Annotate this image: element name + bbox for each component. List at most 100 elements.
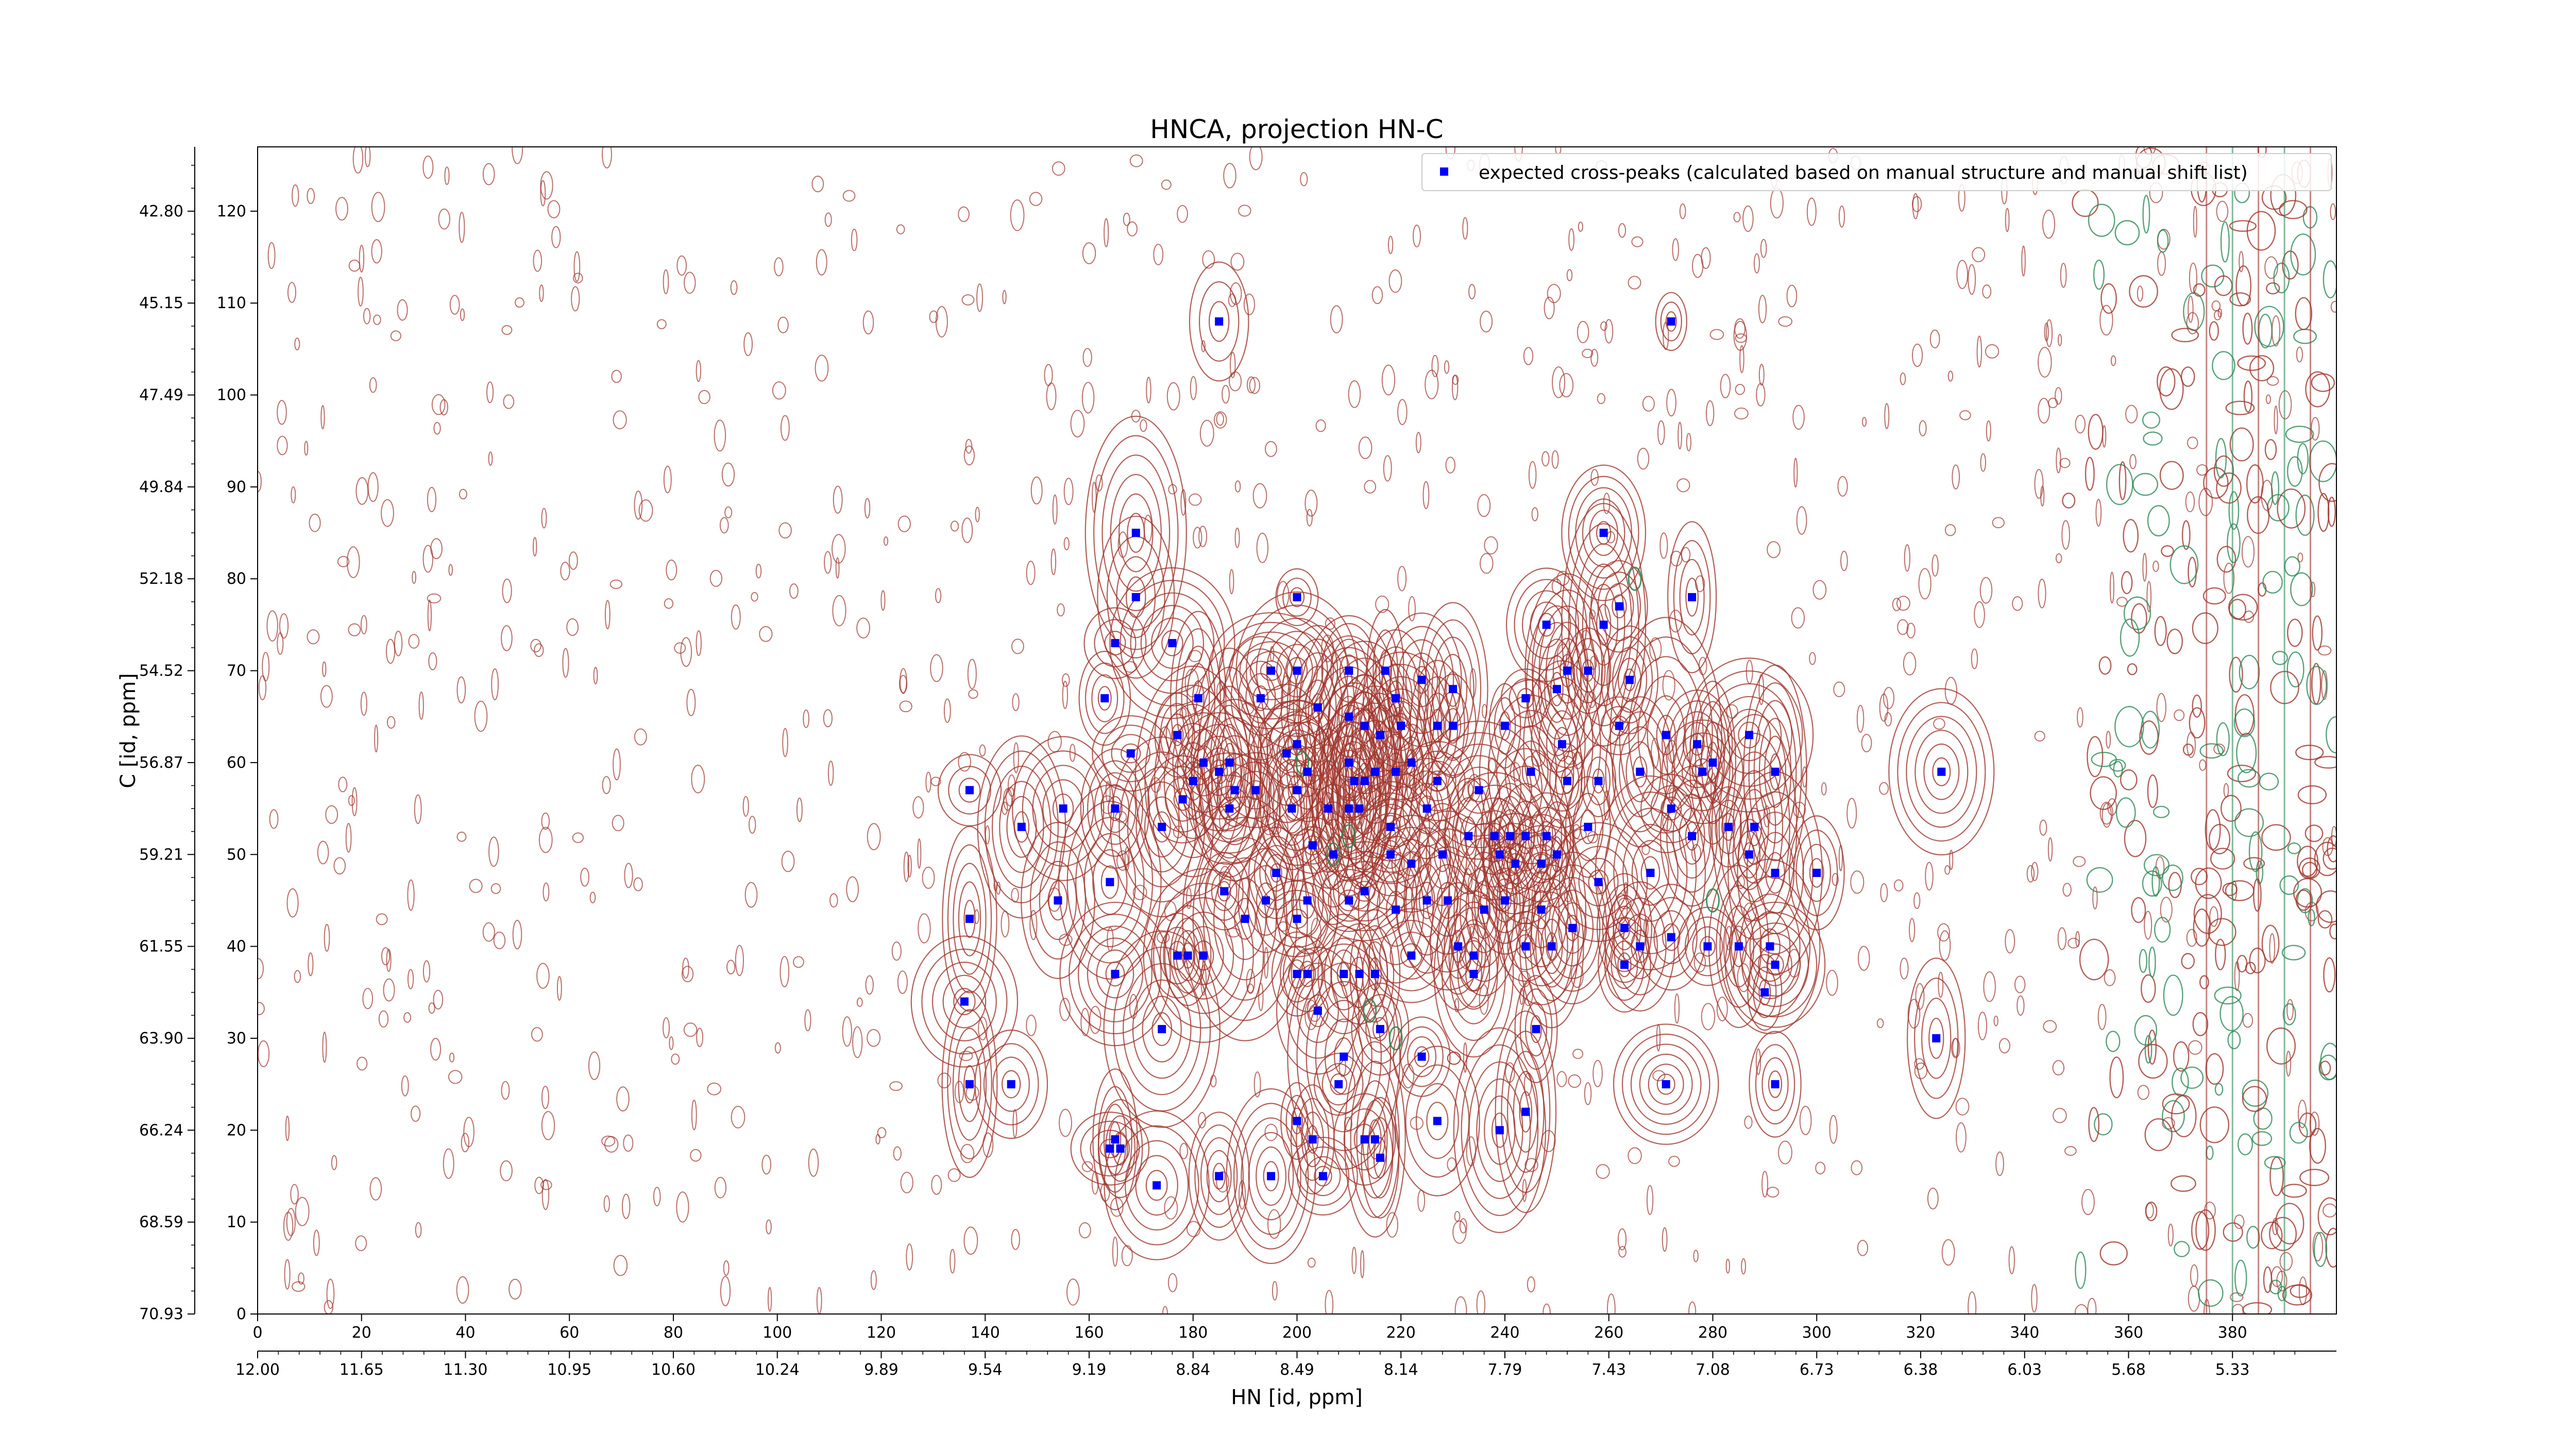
ridge-contour	[2234, 1259, 2247, 1296]
noise-contour	[1476, 1290, 1486, 1314]
noise-contour	[1951, 1038, 1960, 1058]
noise-contour	[1386, 1212, 1399, 1238]
noise-contour	[1011, 638, 1024, 654]
peak-contour	[931, 962, 997, 1041]
peak-contour	[1578, 857, 1619, 906]
noise-contour	[1998, 1038, 2010, 1054]
noise-contour	[1900, 372, 1906, 385]
noise-contour	[1026, 1015, 1037, 1036]
noise-contour	[283, 1211, 294, 1241]
noise-contour	[1026, 561, 1036, 585]
peak-contour	[1135, 1155, 1178, 1216]
noise-contour	[1919, 420, 1927, 436]
noise-contour	[1046, 382, 1057, 411]
peak-contour	[1540, 918, 1563, 974]
secondary-x-tick-label: 11.30	[444, 1361, 488, 1379]
noise-contour	[1995, 1151, 2004, 1176]
ridge-contour	[2147, 1029, 2157, 1065]
peak-contour	[1914, 730, 1969, 814]
noise-contour	[541, 1085, 550, 1109]
noise-contour	[2045, 319, 2053, 347]
peak-contour	[1075, 817, 1145, 948]
ridge-contour	[2182, 744, 2194, 756]
noise-contour	[1463, 1042, 1467, 1073]
cross-peak-marker	[1183, 951, 1192, 960]
peak-contour	[1436, 898, 1480, 995]
noise-contour	[1979, 577, 1993, 604]
noise-contour	[309, 513, 321, 532]
peak-contour	[1660, 301, 1682, 342]
peak-contour	[1118, 493, 1154, 572]
peak-contour	[1550, 671, 1564, 706]
noise-contour	[1618, 1246, 1626, 1258]
ridge-contour	[2245, 962, 2256, 974]
peak-contour	[1248, 1132, 1294, 1221]
noise-contour	[1944, 524, 1956, 536]
noise-contour	[1124, 846, 1130, 871]
noise-contour	[1691, 844, 1701, 862]
noise-contour	[456, 1276, 469, 1304]
noise-contour	[403, 1012, 412, 1023]
noise-contour	[1662, 814, 1672, 831]
ridge-contour	[2293, 878, 2322, 908]
peak-contour	[1433, 890, 1514, 1058]
peak-contour	[983, 1043, 1039, 1125]
noise-contour	[931, 1175, 942, 1195]
peak-contour	[1538, 638, 1576, 740]
ridge-contour	[2154, 616, 2167, 646]
noise-contour	[448, 1070, 463, 1084]
peak-contour	[1372, 1017, 1388, 1041]
noise-contour	[1116, 850, 1129, 871]
cross-peak-marker	[1568, 923, 1577, 932]
noise-contour	[1787, 949, 1801, 978]
noise-contour	[1063, 478, 1074, 506]
cross-peak-marker	[1620, 923, 1629, 932]
noise-contour	[979, 744, 986, 757]
noise-contour	[335, 197, 348, 221]
noise-contour	[1166, 382, 1180, 411]
noise-contour	[1949, 849, 1954, 870]
noise-contour	[1238, 1180, 1246, 1210]
peak-contour	[921, 948, 1008, 1055]
noise-contour	[1628, 1147, 1642, 1165]
noise-contour	[1603, 492, 1611, 514]
peak-contour	[1471, 880, 1497, 939]
noise-contour	[1278, 921, 1289, 932]
noise-contour	[287, 282, 297, 303]
noise-contour	[1572, 1049, 1584, 1059]
ridge-contour	[2304, 824, 2324, 843]
noise-contour	[374, 724, 379, 753]
noise-contour	[279, 613, 289, 639]
peak-contour	[1448, 901, 1499, 1010]
peak-contour	[958, 1046, 981, 1122]
y-tick-label: 110	[217, 294, 246, 312]
noise-contour	[1669, 787, 1676, 802]
noise-contour	[534, 1176, 544, 1194]
ridge-contour	[2290, 572, 2313, 606]
noise-contour	[674, 642, 686, 654]
ridge-contour	[2143, 854, 2170, 877]
noise-contour	[294, 338, 300, 350]
noise-contour	[961, 294, 975, 306]
x-axis-ticks: 0 20 40 60 80 100 120 140 160 180 200 220 240 260 280 3…	[252, 1314, 2247, 1342]
noise-contour	[963, 445, 975, 466]
ridge-contour	[2311, 373, 2335, 392]
x-tick-label: 340	[2010, 1324, 2039, 1342]
noise-contour	[486, 381, 494, 403]
ridge-contour	[2154, 917, 2171, 943]
ridge-contour	[2281, 1184, 2307, 1198]
peak-contour	[1679, 559, 1705, 636]
peak-contour	[1473, 846, 1536, 955]
cross-peak-marker	[1345, 896, 1353, 905]
noise-contour	[1628, 276, 1641, 290]
peak-contour	[1719, 858, 1821, 1034]
noise-contour	[443, 1148, 454, 1179]
cross-peak-marker	[1537, 860, 1546, 868]
secondary-x-tick-label: 8.84	[1176, 1361, 1210, 1379]
cross-peak-marker	[1506, 832, 1515, 840]
noise-contour	[1186, 887, 1192, 909]
peak-contour	[1613, 807, 1688, 938]
peak-contour	[1447, 823, 1521, 997]
ridge-contour	[2099, 1241, 2128, 1266]
peak-contour	[1153, 811, 1171, 843]
